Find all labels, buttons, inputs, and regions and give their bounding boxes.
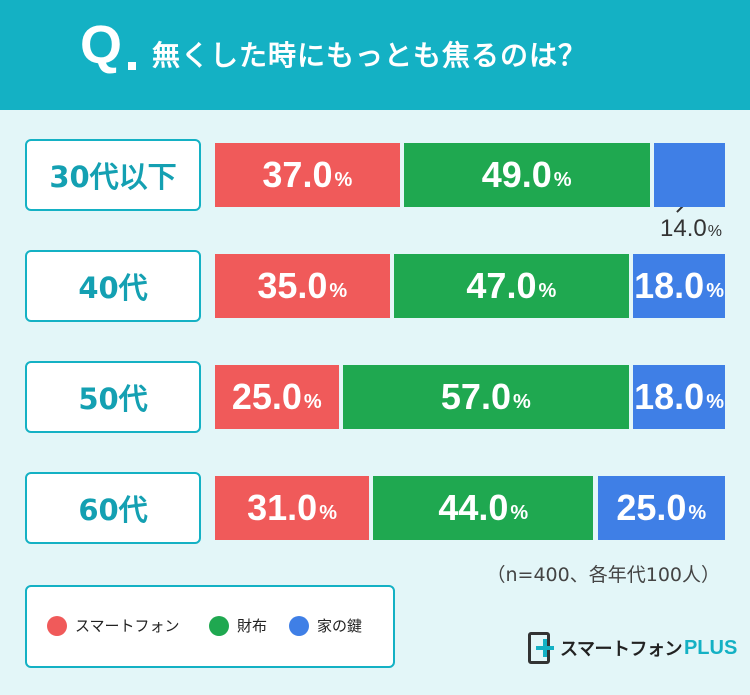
legend-item-wallet: 財布 (209, 615, 267, 636)
bar-wallet: 44.0% (373, 476, 594, 540)
legend-swatch (289, 615, 309, 636)
brand-logo: スマートフォン PLUS (528, 632, 737, 664)
legend: スマートフォン 財布 家の鍵 (25, 585, 395, 668)
bar-smartphone: 35.0% (215, 254, 390, 318)
legend-item-smartphone: スマートフォン (47, 615, 180, 636)
sample-note: （n=400、各年代100人） (486, 564, 721, 586)
legend-label: 家の鍵 (317, 617, 363, 635)
legend-label: 財布 (237, 617, 268, 635)
legend-item-house-key: 家の鍵 (289, 615, 362, 636)
data-label: 57.0 (440, 376, 511, 417)
data-label-unit: % (329, 279, 348, 302)
data-label-unit: % (538, 279, 557, 302)
legend-swatch (47, 615, 67, 636)
data-label: 31.0 (247, 487, 318, 528)
page-title: 無くした時にもっとも焦るのは？ (152, 39, 588, 72)
data-label-unit: % (706, 279, 725, 302)
bar-house-key: 18.0% (633, 254, 725, 318)
q-dot (128, 62, 136, 70)
category-label: 60代 (25, 472, 201, 544)
logo-plus: PLUS (683, 636, 738, 659)
data-label-unit: % (706, 390, 725, 413)
data-label-unit: % (510, 501, 529, 524)
data-label: 18.0 (634, 376, 705, 417)
data-label: 49.0 (481, 154, 552, 195)
data-label-unit: % (512, 390, 531, 413)
data-label-unit: % (303, 390, 322, 413)
bar-house-key: 18.0% (633, 365, 725, 429)
legend-label: スマートフォン (75, 617, 180, 635)
bar-wallet: 57.0% (342, 365, 630, 429)
bar-house-key: 25.0% (597, 476, 725, 540)
category-label: 50代 (25, 361, 201, 433)
logo-icon (528, 632, 554, 664)
logo-text: スマートフォン (560, 639, 682, 660)
data-label: 25.0 (616, 487, 687, 528)
data-label: 35.0 (257, 265, 328, 306)
bar-smartphone: 25.0% (215, 365, 339, 429)
bar-wallet: 49.0% (403, 143, 650, 207)
legend-swatch (209, 615, 229, 636)
data-label-unit: % (553, 168, 572, 191)
data-label-unit: % (319, 501, 337, 524)
data-label-unit: % (688, 501, 707, 524)
header-banner: Q 無くした時にもっとも焦るのは？ (0, 0, 750, 110)
data-label: 25.0 (231, 376, 302, 417)
data-label: 44.0 (438, 487, 509, 528)
data-label: 47.0 (466, 265, 537, 306)
category-label: 30代以下 (25, 139, 201, 211)
category-label: 40代 (25, 250, 201, 322)
data-label: 37.0 (262, 154, 333, 195)
bar-smartphone: 37.0% (215, 143, 400, 207)
q-mark: Q (80, 15, 123, 75)
data-label: 18.0 (634, 265, 705, 306)
data-label-unit: % (334, 168, 353, 191)
bar-smartphone: 31.0% (215, 476, 370, 540)
data-label: 14.0% (660, 215, 722, 242)
bar-house-key (653, 143, 725, 207)
bar-wallet: 47.0% (393, 254, 630, 318)
